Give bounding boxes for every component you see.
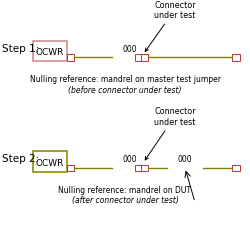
Text: Nulling reference: mandrel on DUT: Nulling reference: mandrel on DUT [58, 185, 192, 194]
Text: 000: 000 [123, 45, 137, 53]
Bar [232, 55, 240, 61]
Bar [135, 165, 142, 171]
Bar [67, 165, 74, 171]
Text: Nulling reference: mandrel on master test jumper: Nulling reference: mandrel on master tes… [30, 75, 220, 84]
Bar [67, 55, 74, 61]
Text: OCWR: OCWR [36, 48, 64, 57]
Bar [33, 41, 67, 62]
Text: 000: 000 [123, 154, 137, 164]
Text: 000: 000 [178, 154, 192, 164]
Bar [33, 151, 67, 172]
Text: OCWR: OCWR [36, 158, 64, 167]
Text: (after connector under test): (after connector under test) [72, 195, 178, 204]
Text: Step 1:: Step 1: [2, 44, 39, 54]
Text: Step 2:: Step 2: [2, 154, 39, 164]
Bar [135, 55, 142, 61]
Bar [232, 165, 240, 171]
Bar [141, 165, 148, 171]
Text: Connector
under test: Connector under test [145, 1, 196, 52]
Text: Connector
under test: Connector under test [145, 107, 196, 160]
Text: (before connector under test): (before connector under test) [68, 85, 182, 94]
Bar [141, 55, 148, 61]
